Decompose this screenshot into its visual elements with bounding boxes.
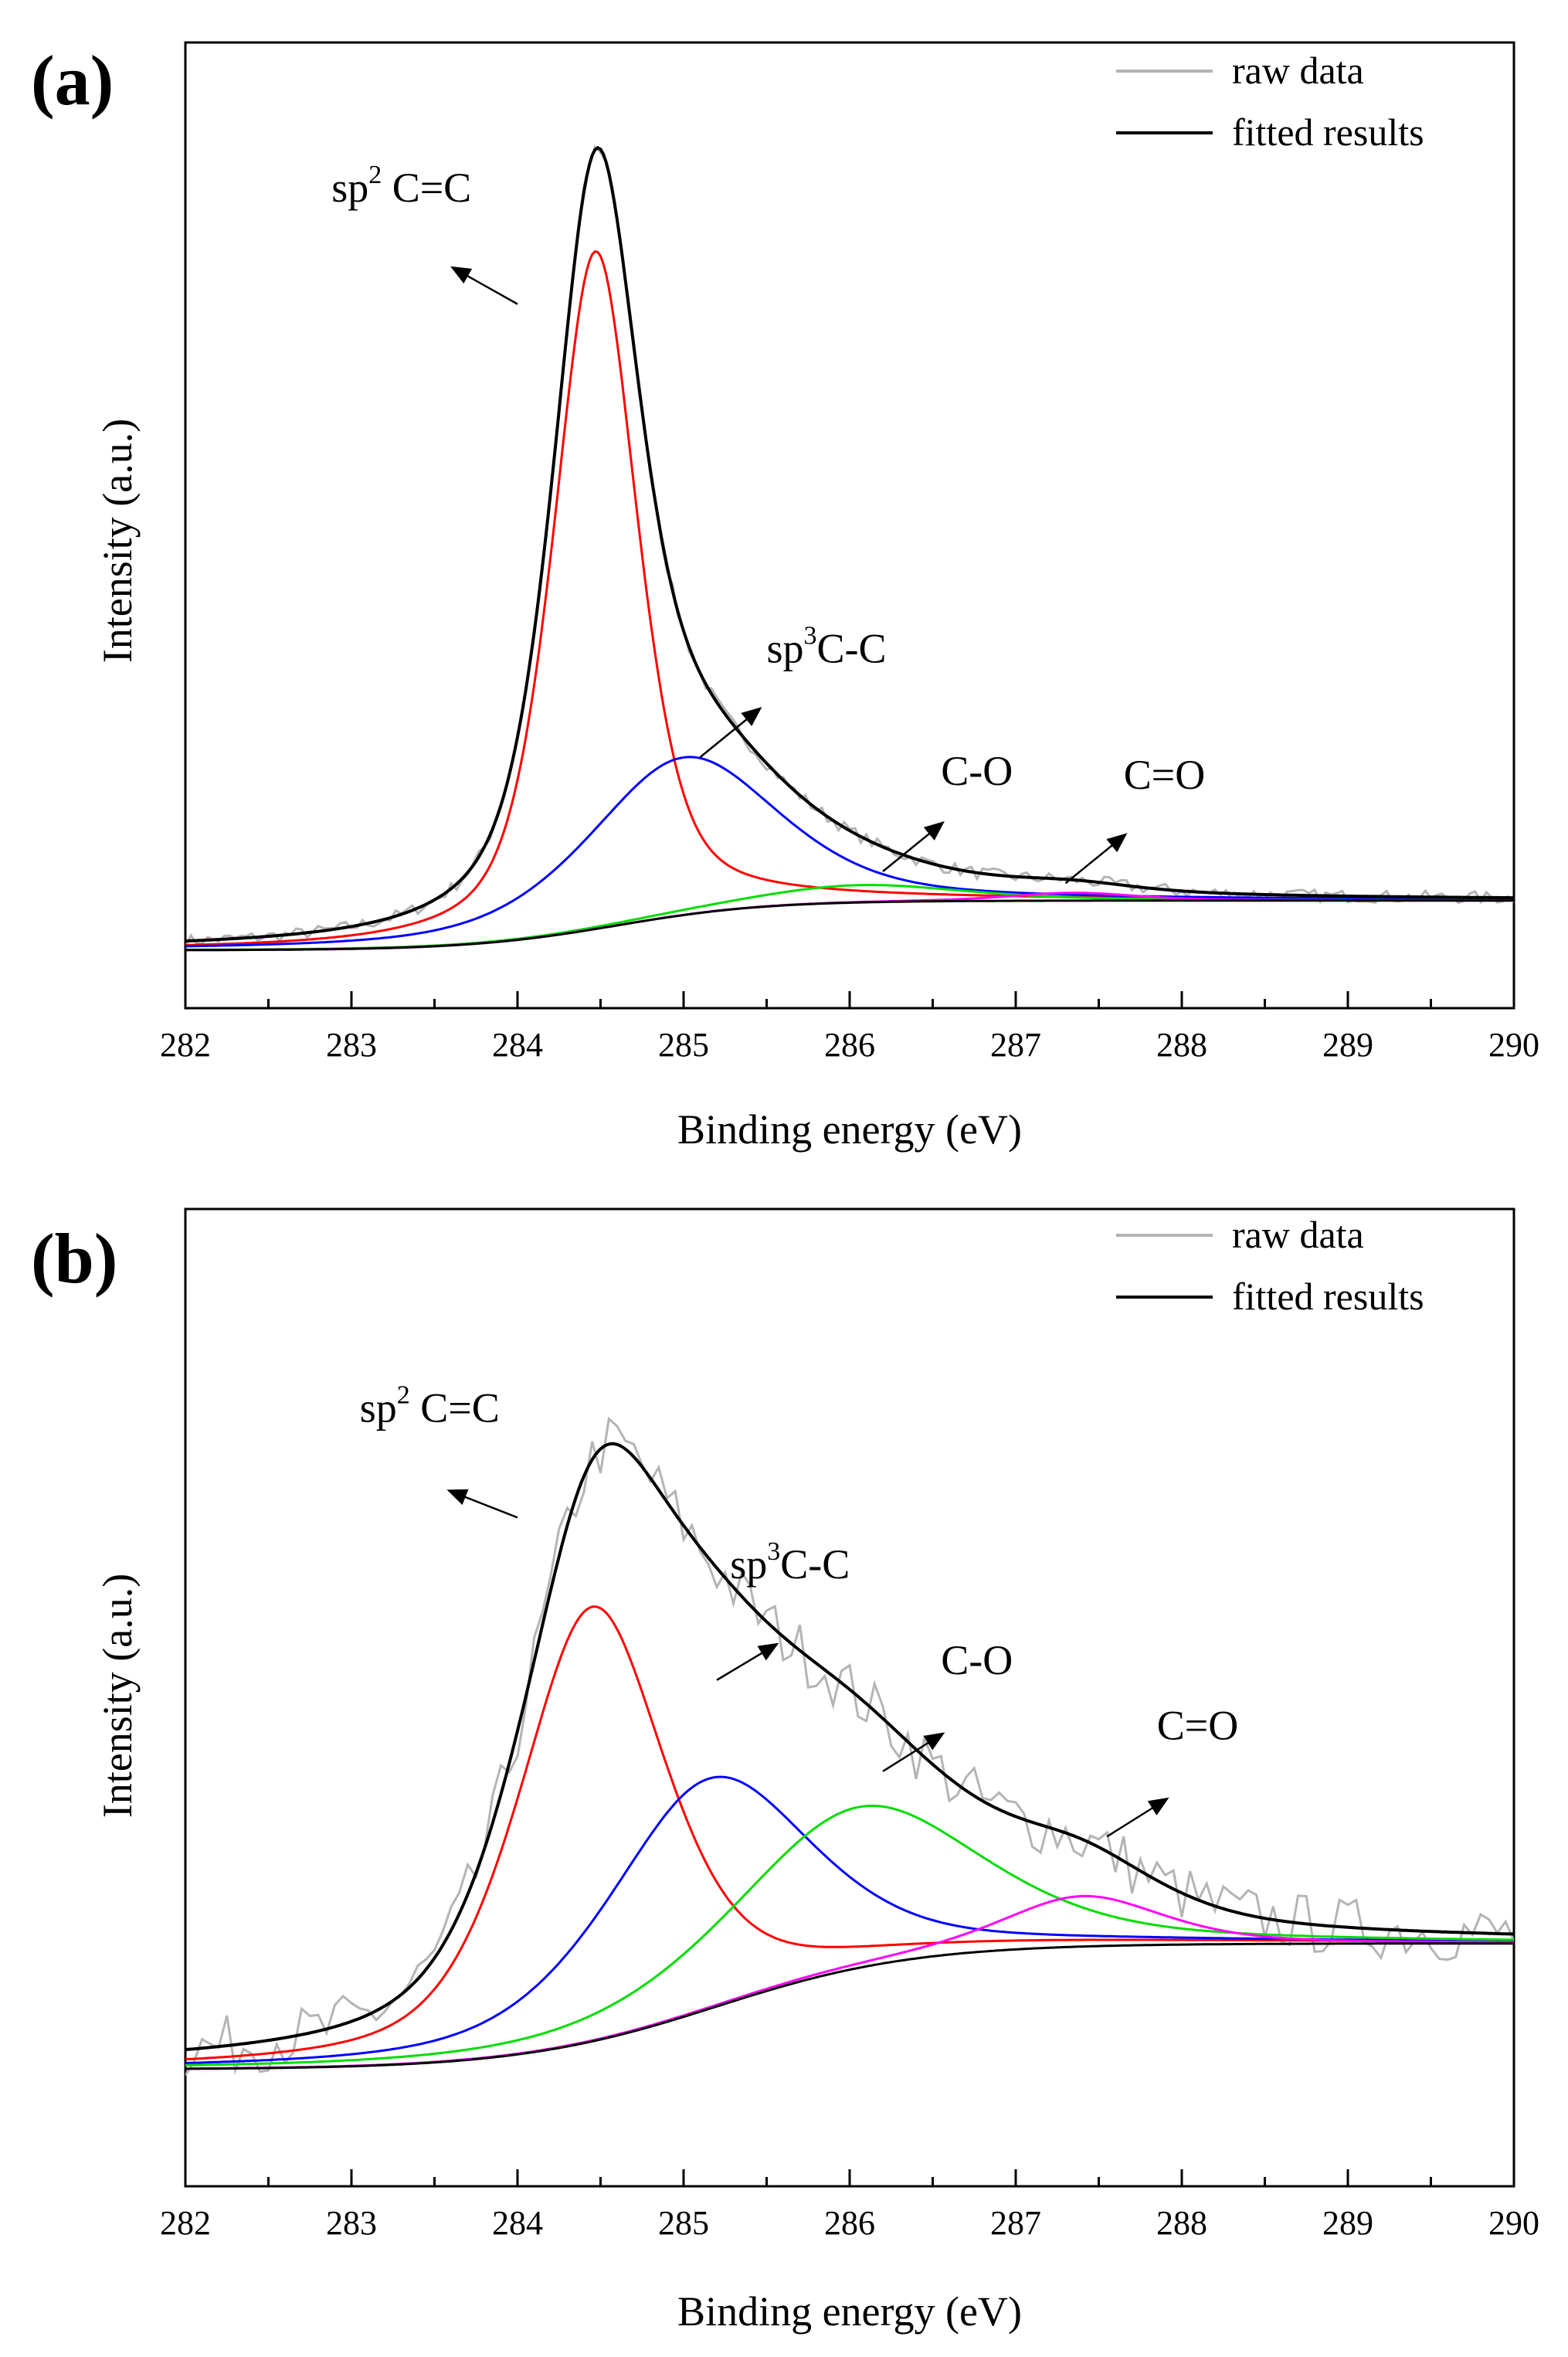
curves [185, 1416, 1514, 2077]
series-component-2 [185, 1804, 1514, 2067]
annotation-label: sp2 C=C [360, 1381, 500, 1432]
peak-annotation: C=O [1106, 1702, 1238, 1838]
x-tick-label: 282 [160, 1026, 211, 1064]
x-tick-label: 282 [160, 2204, 211, 2242]
panel-label: (b) [31, 1219, 117, 1298]
peak-annotation: sp3C-C [699, 622, 887, 759]
x-tick-label: 286 [824, 2204, 875, 2242]
annotation-label: sp3C-C [767, 622, 887, 672]
annotation-label: sp2 C=C [331, 161, 471, 211]
series-raw-data [185, 144, 1514, 948]
legend-label: fitted results [1232, 1275, 1424, 1318]
series-component-0 [185, 250, 1514, 946]
annotation-label: C=O [1124, 752, 1205, 798]
annotation-arrow [450, 266, 518, 305]
x-tick-label: 285 [658, 1026, 709, 1064]
x-tick-label: 290 [1488, 2204, 1539, 2242]
x-tick-label: 287 [990, 2204, 1041, 2242]
annotation-arrow [699, 707, 762, 759]
x-axis-title: Binding energy (eV) [677, 1106, 1022, 1153]
panel-label: (a) [31, 41, 114, 120]
x-tick-label: 289 [1322, 1026, 1373, 1064]
peak-annotation: C-O [882, 748, 1013, 872]
peak-annotation: C=O [1064, 752, 1205, 885]
series-fitted-results [185, 145, 1514, 943]
x-tick-label: 286 [824, 1026, 875, 1064]
x-tick-label: 288 [1156, 1026, 1207, 1064]
peak-annotation: sp3C-C [716, 1537, 850, 1681]
series-fitted-results [185, 1442, 1514, 2052]
series-background [185, 1942, 1514, 2070]
annotation-arrow [1064, 833, 1128, 885]
series-background [185, 899, 1514, 952]
x-tick-label: 283 [326, 2204, 377, 2242]
annotation-label: sp3C-C [730, 1537, 850, 1588]
curves [185, 144, 1514, 952]
legend-label: raw data [1232, 49, 1364, 92]
x-tick-label: 287 [990, 1026, 1041, 1064]
series-component-3 [185, 1894, 1514, 2070]
annotation-arrow [446, 1489, 518, 1519]
annotation-label: C=O [1157, 1702, 1238, 1748]
annotation-arrow [1106, 1797, 1169, 1838]
peak-annotation: C-O [882, 1637, 1013, 1772]
annotation-label: C-O [941, 748, 1013, 794]
annotation-arrow [716, 1642, 779, 1681]
x-tick-label: 283 [326, 1026, 377, 1064]
y-axis-title: Intensity (a.u.) [94, 419, 141, 663]
series-component-1 [185, 756, 1514, 948]
series-component-0 [185, 1605, 1514, 2061]
x-tick-label: 285 [658, 2204, 709, 2242]
x-tick-label: 290 [1488, 1026, 1539, 1064]
annotation-arrow [882, 821, 945, 872]
legend-label: fitted results [1232, 110, 1424, 154]
x-tick-label: 288 [1156, 2204, 1207, 2242]
annotation-arrow [882, 1732, 945, 1772]
y-axis-title: Intensity (a.u.) [94, 1574, 141, 1818]
peak-annotation: sp2 C=C [331, 161, 518, 305]
panel-b: 282 283 284 285 286 287 288 289 290 Binding energ… [31, 1207, 1539, 2335]
legend-label: raw data [1232, 1213, 1364, 1256]
panel-a: 282 283 284 285 286 287 288 289 290 Binding energ… [31, 41, 1539, 1153]
peak-annotation: sp2 C=C [360, 1381, 518, 1519]
x-tick-label: 284 [492, 1026, 543, 1064]
plot-frame [184, 1207, 1515, 2188]
series-component-1 [185, 1775, 1514, 2064]
x-tick-label: 289 [1322, 2204, 1373, 2242]
series-raw-data [185, 1416, 1514, 2077]
legend: raw data fitted results [1116, 1213, 1424, 1318]
x-axis-title: Binding energy (eV) [677, 2288, 1022, 2335]
x-tick-label: 284 [492, 2204, 543, 2242]
legend: raw data fitted results [1116, 49, 1424, 154]
annotation-label: C-O [941, 1637, 1013, 1683]
